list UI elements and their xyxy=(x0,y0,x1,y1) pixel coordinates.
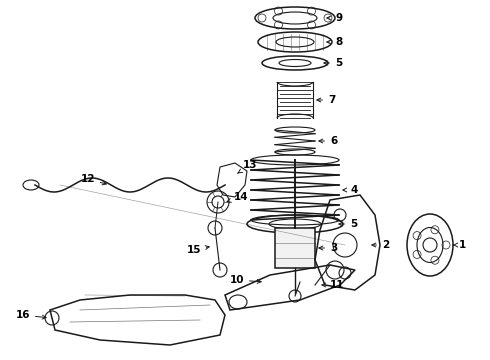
Text: 5: 5 xyxy=(339,219,357,229)
Text: 15: 15 xyxy=(187,245,209,255)
Text: 3: 3 xyxy=(319,243,337,253)
Text: 14: 14 xyxy=(227,192,248,202)
Text: 7: 7 xyxy=(317,95,335,105)
Bar xyxy=(275,228,315,268)
Text: 6: 6 xyxy=(319,136,337,146)
Text: 12: 12 xyxy=(80,174,106,185)
Text: 9: 9 xyxy=(327,13,342,23)
Text: 10: 10 xyxy=(229,275,261,285)
Text: 4: 4 xyxy=(343,185,357,195)
Text: 13: 13 xyxy=(238,160,258,173)
Text: 16: 16 xyxy=(16,310,46,320)
Text: 2: 2 xyxy=(372,240,389,250)
Text: 1: 1 xyxy=(453,240,466,250)
Text: 5: 5 xyxy=(324,58,342,68)
Text: 11: 11 xyxy=(322,280,344,290)
Text: 8: 8 xyxy=(327,37,342,47)
